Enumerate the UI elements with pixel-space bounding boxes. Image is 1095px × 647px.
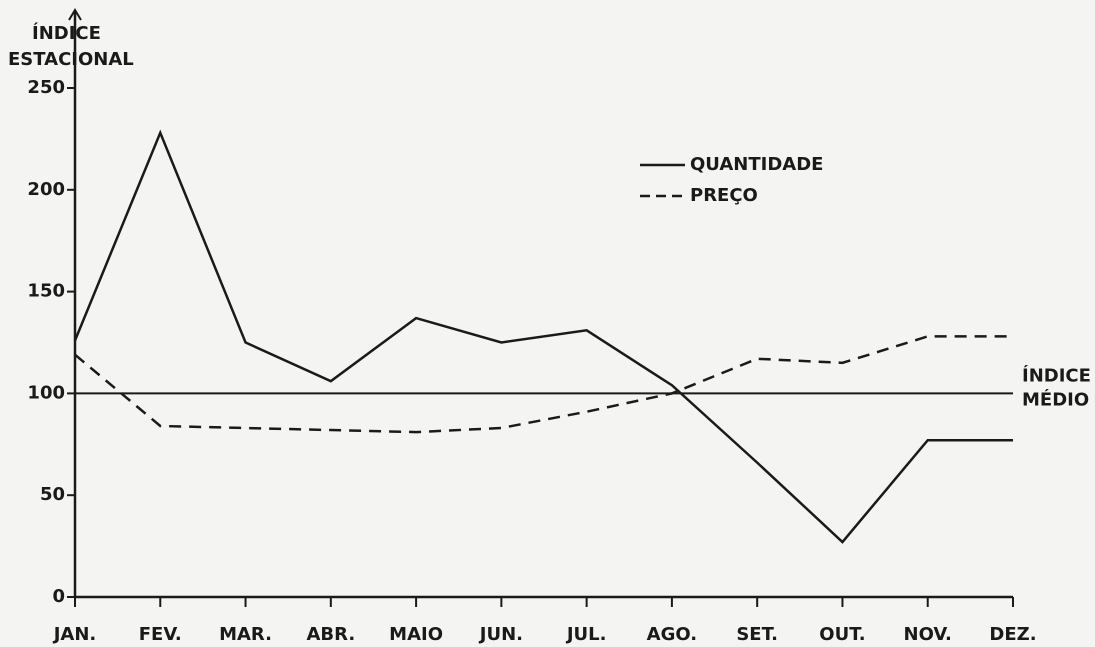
reference-label: MÉDIO [1022,388,1089,410]
y-axis-label: ESTACIONAL [8,49,134,70]
y-tick-label: 100 [27,382,65,403]
x-tick-label: MAR. [219,624,272,645]
x-tick-label: AGO. [647,624,697,645]
legend-label: PREÇO [690,185,758,206]
series-line [73,129,1013,544]
x-tick-label: OUT. [819,624,865,645]
y-axis-label: ÍNDICE [32,22,101,44]
y-tick-label: 250 [27,77,65,98]
series-line [74,335,1013,434]
reference-label: ÍNDICE [1022,364,1091,386]
x-tick-label: JAN. [52,624,97,645]
x-tick-label: MAIO [389,624,443,645]
x-tick-label: DEZ. [989,624,1036,645]
x-tick-label: JUN. [478,624,523,645]
y-tick-label: 200 [27,179,65,200]
x-tick-label: FEV. [139,624,182,645]
x-tick-label: SET. [736,624,778,645]
y-tick-label: 150 [27,281,65,302]
x-tick-label: JUL. [565,624,607,645]
legend-label: QUANTIDADE [690,154,823,175]
y-tick-label: 50 [40,484,65,505]
x-tick-label: NOV. [904,624,952,645]
x-tick-label: ABR. [306,624,355,645]
y-tick-label: 0 [52,586,65,607]
y-axis-arrow [68,8,82,21]
